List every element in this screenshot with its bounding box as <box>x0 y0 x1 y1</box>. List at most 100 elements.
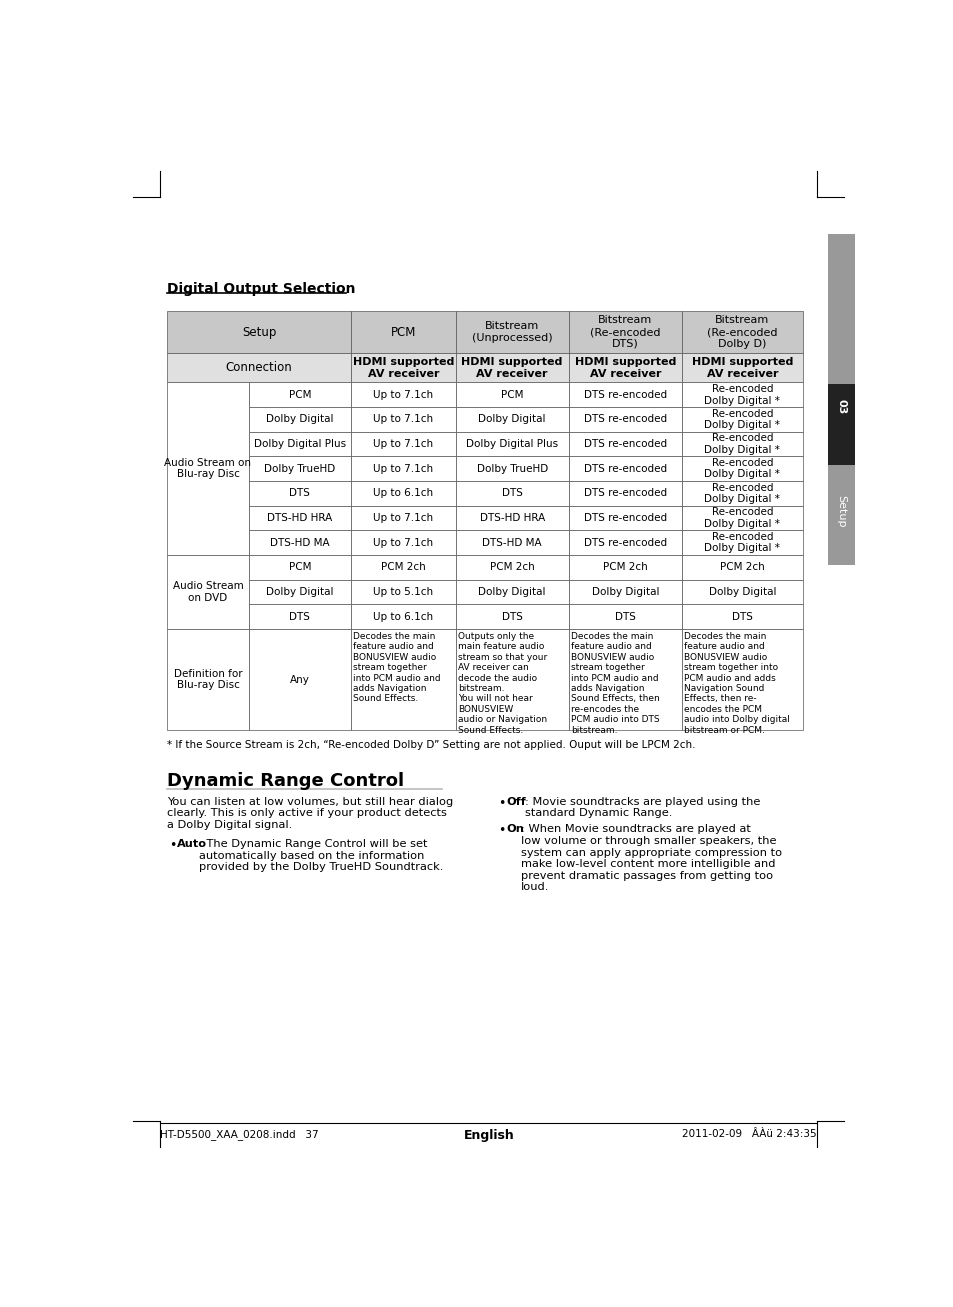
Text: Dolby Digital: Dolby Digital <box>477 587 545 597</box>
Bar <box>681 456 802 481</box>
Text: PCM 2ch: PCM 2ch <box>380 562 425 572</box>
Bar <box>351 531 456 555</box>
Text: •: • <box>497 797 505 810</box>
Text: Any: Any <box>290 674 310 685</box>
Bar <box>249 383 351 406</box>
Text: Up to 7.1ch: Up to 7.1ch <box>373 439 433 450</box>
Text: Bitstream
(Unprocessed): Bitstream (Unprocessed) <box>472 322 552 342</box>
Bar <box>249 456 351 481</box>
Text: Decodes the main
feature audio and
BONUSVIEW audio
stream together into
PCM audi: Decodes the main feature audio and BONUS… <box>683 631 789 735</box>
Bar <box>249 531 351 555</box>
Bar <box>456 481 568 506</box>
Text: Decodes the main
feature audio and
BONUSVIEW audio
stream together
into PCM audi: Decodes the main feature audio and BONUS… <box>571 631 659 735</box>
Text: Dolby Digital: Dolby Digital <box>266 587 334 597</box>
Bar <box>167 383 249 555</box>
Text: DTS-HD MA: DTS-HD MA <box>270 537 330 548</box>
Text: Re-encoded
Dolby Digital *: Re-encoded Dolby Digital * <box>703 409 780 430</box>
Bar <box>351 311 456 353</box>
Text: Dolby Digital: Dolby Digital <box>477 414 545 425</box>
Bar <box>351 555 456 579</box>
Text: HDMI supported
AV receiver: HDMI supported AV receiver <box>353 357 454 379</box>
Bar <box>568 481 681 506</box>
Bar <box>249 406 351 431</box>
Bar <box>568 531 681 555</box>
Text: Audio Stream on
Blu-ray Disc: Audio Stream on Blu-ray Disc <box>164 457 252 480</box>
Text: Up to 7.1ch: Up to 7.1ch <box>373 464 433 473</box>
Bar <box>681 406 802 431</box>
Text: DTS re-encoded: DTS re-encoded <box>583 537 666 548</box>
Bar <box>456 456 568 481</box>
Bar <box>167 353 351 383</box>
Text: DTS re-encoded: DTS re-encoded <box>583 464 666 473</box>
Bar <box>681 481 802 506</box>
Text: DTS: DTS <box>615 612 635 622</box>
Bar <box>249 481 351 506</box>
Bar <box>456 579 568 604</box>
Text: Re-encoded
Dolby Digital *: Re-encoded Dolby Digital * <box>703 433 780 455</box>
Text: DTS: DTS <box>731 612 752 622</box>
Text: DTS re-encoded: DTS re-encoded <box>583 389 666 400</box>
Text: PCM: PCM <box>390 325 416 339</box>
Bar <box>456 604 568 629</box>
Bar <box>568 579 681 604</box>
Text: •: • <box>169 839 176 852</box>
Text: •: • <box>497 825 505 838</box>
Bar <box>568 506 681 531</box>
Bar <box>568 629 681 731</box>
Bar <box>249 506 351 531</box>
Text: HT-D5500_XAA_0208.indd   37: HT-D5500_XAA_0208.indd 37 <box>159 1129 318 1140</box>
Bar <box>681 383 802 406</box>
Text: Up to 7.1ch: Up to 7.1ch <box>373 389 433 400</box>
Bar <box>568 311 681 353</box>
Bar <box>681 629 802 731</box>
Text: DTS: DTS <box>289 612 310 622</box>
Bar <box>827 384 855 465</box>
Bar <box>351 604 456 629</box>
Text: Dolby Digital Plus: Dolby Digital Plus <box>253 439 346 450</box>
Text: PCM 2ch: PCM 2ch <box>602 562 647 572</box>
Bar <box>249 629 351 731</box>
Text: Setup: Setup <box>836 495 845 527</box>
Text: HDMI supported
AV receiver: HDMI supported AV receiver <box>461 357 562 379</box>
Text: * If the Source Stream is 2ch, “Re-encoded Dolby D” Setting are not applied. Oup: * If the Source Stream is 2ch, “Re-encod… <box>167 740 695 750</box>
Text: PCM 2ch: PCM 2ch <box>720 562 764 572</box>
Text: 2011-02-09   ÂÀü 2:43:35: 2011-02-09 ÂÀü 2:43:35 <box>681 1129 816 1140</box>
Text: Re-encoded
Dolby Digital *: Re-encoded Dolby Digital * <box>703 384 780 405</box>
Bar <box>249 555 351 579</box>
Bar <box>568 456 681 481</box>
Text: PCM: PCM <box>288 389 311 400</box>
Text: Auto: Auto <box>177 839 207 850</box>
Text: HDMI supported
AV receiver: HDMI supported AV receiver <box>691 357 792 379</box>
Bar <box>456 629 568 731</box>
Text: Dolby Digital: Dolby Digital <box>591 587 659 597</box>
Text: Up to 7.1ch: Up to 7.1ch <box>373 414 433 425</box>
Text: Bitstream
(Re-encoded
DTS): Bitstream (Re-encoded DTS) <box>590 315 659 349</box>
Text: Re-encoded
Dolby Digital *: Re-encoded Dolby Digital * <box>703 482 780 505</box>
Bar <box>167 311 351 353</box>
Text: On: On <box>506 825 524 834</box>
Bar <box>681 604 802 629</box>
Text: : Movie soundtracks are played using the
standard Dynamic Range.: : Movie soundtracks are played using the… <box>524 797 760 818</box>
Bar <box>681 506 802 531</box>
Text: Decodes the main
feature audio and
BONUSVIEW audio
stream together
into PCM audi: Decodes the main feature audio and BONUS… <box>353 631 440 703</box>
Text: DTS: DTS <box>501 612 522 622</box>
Text: Re-encoded
Dolby Digital *: Re-encoded Dolby Digital * <box>703 507 780 529</box>
Text: Audio Stream
on DVD: Audio Stream on DVD <box>172 582 243 603</box>
Bar <box>167 555 249 629</box>
Text: DTS-HD MA: DTS-HD MA <box>482 537 541 548</box>
Bar <box>351 353 456 383</box>
Text: Up to 6.1ch: Up to 6.1ch <box>373 489 433 498</box>
Text: DTS-HD HRA: DTS-HD HRA <box>479 512 544 523</box>
Text: 03: 03 <box>836 400 845 414</box>
Bar <box>681 311 802 353</box>
Text: DTS re-encoded: DTS re-encoded <box>583 414 666 425</box>
Text: Definition for
Blu-ray Disc: Definition for Blu-ray Disc <box>173 669 242 690</box>
Bar <box>456 383 568 406</box>
Text: HDMI supported
AV receiver: HDMI supported AV receiver <box>574 357 676 379</box>
Bar <box>568 353 681 383</box>
Text: Setup: Setup <box>242 325 276 339</box>
Text: DTS re-encoded: DTS re-encoded <box>583 512 666 523</box>
Bar <box>568 555 681 579</box>
Text: : When Movie soundtracks are played at
low volume or through smaller speakers, t: : When Movie soundtracks are played at l… <box>520 825 781 893</box>
Bar <box>249 579 351 604</box>
